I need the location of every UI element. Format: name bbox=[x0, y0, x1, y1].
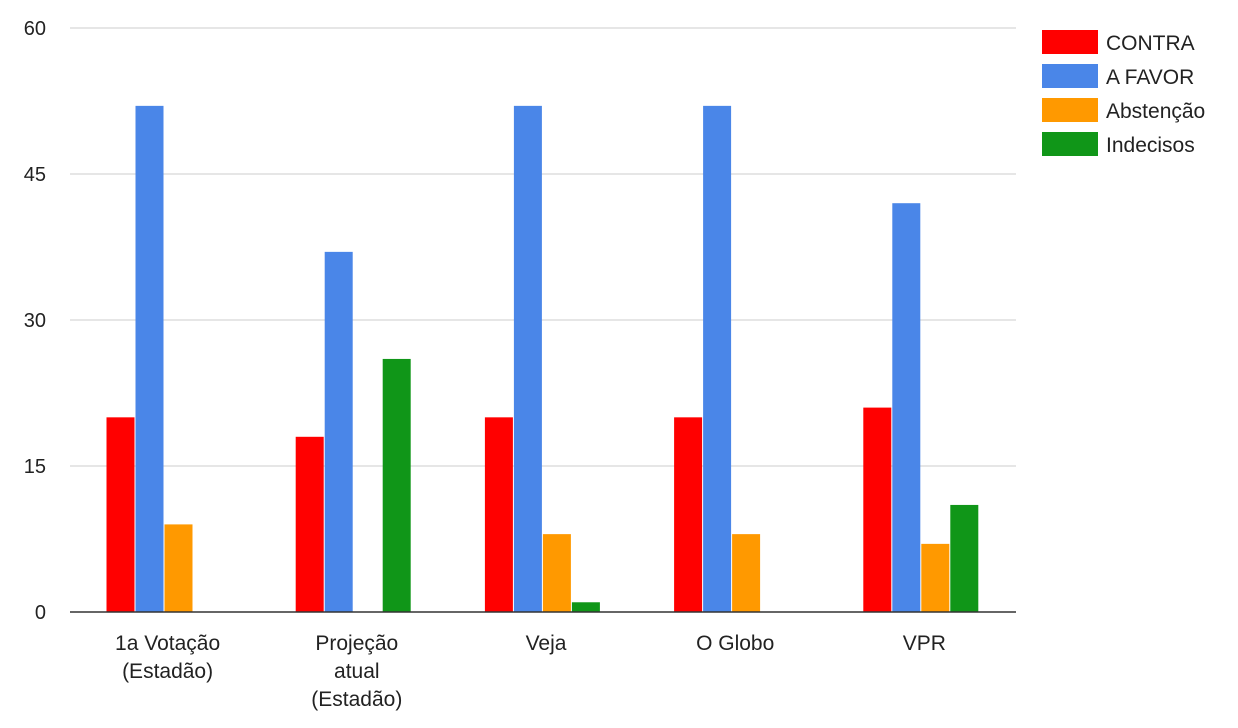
y-tick-label: 0 bbox=[35, 602, 46, 624]
legend: CONTRA A FAVOR Abstenção Indecisos bbox=[1042, 30, 1205, 157]
legend-swatch bbox=[1042, 132, 1098, 156]
bar-indecisos-2 bbox=[571, 602, 600, 612]
bar-a-favor-3 bbox=[703, 105, 732, 612]
bar-contra-2 bbox=[484, 417, 513, 612]
legend-swatch bbox=[1042, 30, 1098, 54]
bar-indecisos-1 bbox=[382, 358, 411, 612]
legend-label: A FAVOR bbox=[1106, 66, 1194, 89]
x-tick-label: atual bbox=[334, 660, 380, 683]
legend-label: CONTRA bbox=[1106, 32, 1195, 55]
bar-absten-o-0 bbox=[164, 524, 193, 612]
gridlines bbox=[70, 27, 1016, 467]
legend-label: Abstenção bbox=[1106, 100, 1205, 123]
x-tick-label: 1a Votação bbox=[115, 632, 220, 655]
bar-contra-0 bbox=[106, 417, 135, 612]
legend-swatch bbox=[1042, 64, 1098, 88]
bar-absten-o-2 bbox=[542, 534, 571, 612]
y-tick-label: 60 bbox=[24, 18, 46, 40]
bar-contra-3 bbox=[674, 417, 703, 612]
y-tick-label: 45 bbox=[24, 164, 46, 186]
y-axis-ticks: 0 15 30 45 60 bbox=[24, 18, 46, 624]
x-tick-label: Veja bbox=[526, 632, 567, 655]
legend-label: Indecisos bbox=[1106, 134, 1195, 157]
y-tick-label: 30 bbox=[24, 310, 46, 332]
legend-swatch bbox=[1042, 98, 1098, 122]
bar-a-favor-4 bbox=[892, 203, 921, 612]
bar-contra-4 bbox=[863, 407, 892, 612]
bar-contra-1 bbox=[295, 436, 324, 612]
x-tick-label: (Estadão) bbox=[311, 688, 402, 711]
x-axis-labels: 1a Votação (Estadão) Projeção atual (Estadão… bbox=[115, 632, 946, 711]
bar-a-favor-1 bbox=[324, 251, 353, 612]
x-tick-label: O Globo bbox=[696, 632, 774, 655]
bar-absten-o-4 bbox=[921, 543, 950, 612]
x-tick-label: (Estadão) bbox=[122, 660, 213, 683]
bar-a-favor-0 bbox=[135, 105, 164, 612]
bars bbox=[106, 105, 979, 612]
y-tick-label: 15 bbox=[24, 456, 46, 478]
bar-a-favor-2 bbox=[513, 105, 542, 612]
x-tick-label: VPR bbox=[903, 632, 946, 655]
x-tick-label: Projeção bbox=[315, 632, 398, 655]
bar-indecisos-4 bbox=[950, 504, 979, 612]
bar-absten-o-3 bbox=[732, 534, 761, 612]
